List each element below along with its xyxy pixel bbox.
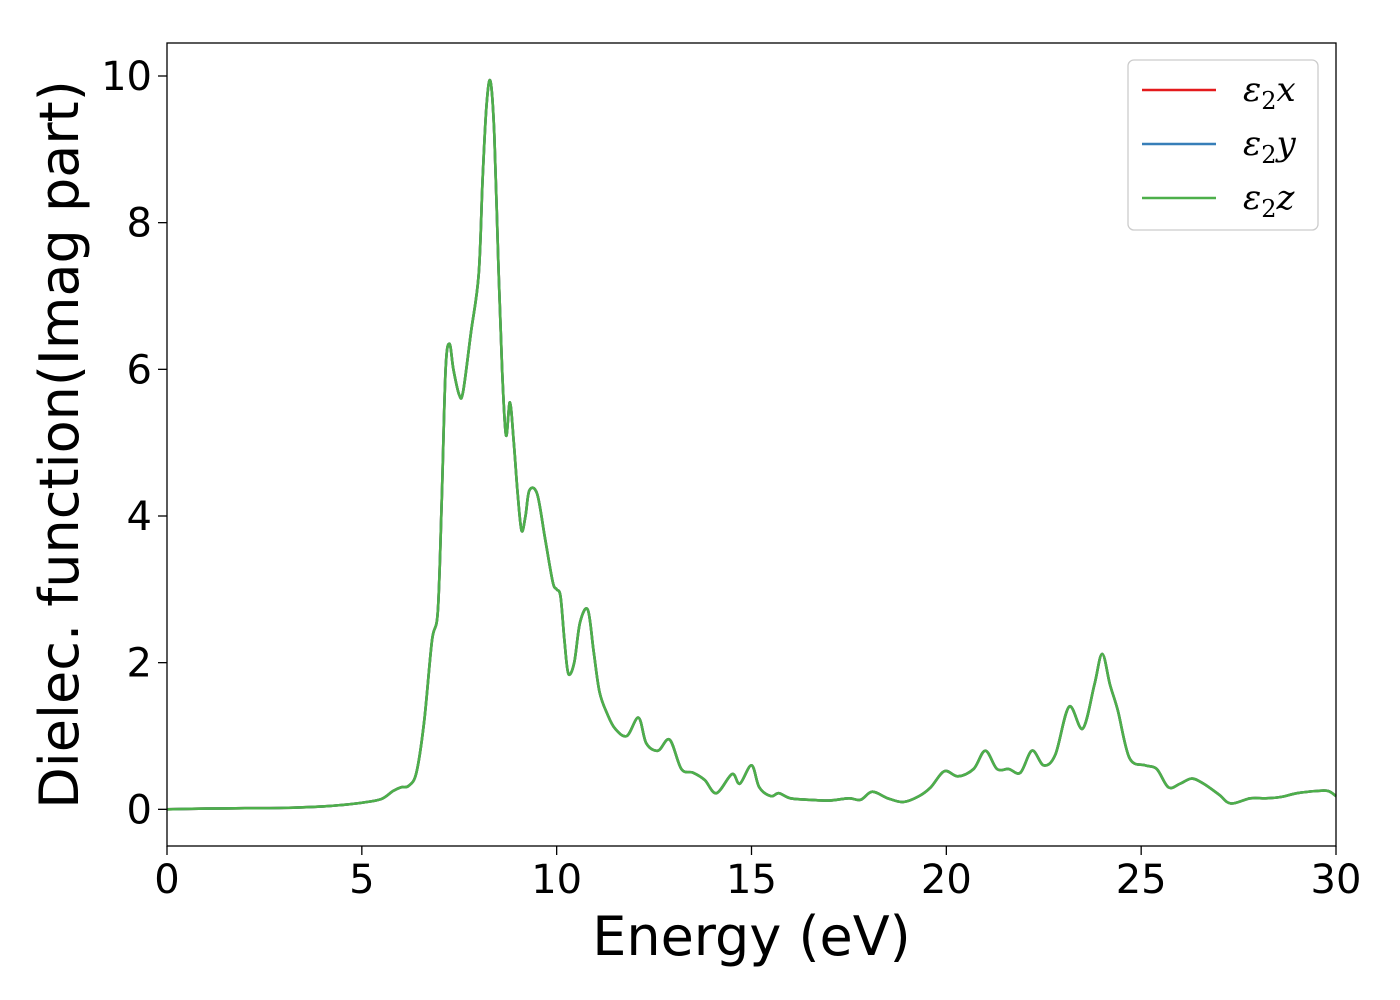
legend-label-x: ε2x bbox=[1243, 70, 1296, 115]
legend-label-y: ε2y bbox=[1243, 124, 1297, 169]
y-tick-label: 8 bbox=[127, 201, 152, 247]
x-axis-title: Energy (eV) bbox=[592, 905, 911, 968]
y-tick-label: 10 bbox=[101, 54, 152, 100]
y-tick-label: 0 bbox=[127, 787, 152, 833]
x-tick-label: 0 bbox=[154, 857, 179, 903]
series-line-z bbox=[166, 78, 1337, 811]
x-tick-label: 10 bbox=[531, 857, 582, 903]
y-tick-label: 4 bbox=[127, 494, 152, 540]
y-axis-title: Dielec. function(Imag part) bbox=[28, 80, 91, 809]
x-tick-label: 30 bbox=[1311, 857, 1362, 903]
y-axis-ticks: 0 2 4 6 8 10 bbox=[101, 54, 167, 833]
legend: ε2x ε2y ε2z bbox=[1127, 59, 1319, 231]
series-layer bbox=[166, 78, 1337, 811]
x-tick-label: 20 bbox=[921, 857, 972, 903]
legend-frame bbox=[1127, 59, 1319, 231]
y-tick-label: 6 bbox=[127, 347, 152, 393]
x-tick-label: 15 bbox=[726, 857, 777, 903]
x-axis-ticks: 0 5 10 15 20 25 30 bbox=[154, 846, 1361, 903]
x-tick-label: 5 bbox=[349, 857, 374, 903]
y-tick-label: 2 bbox=[127, 641, 152, 687]
x-tick-label: 25 bbox=[1116, 857, 1167, 903]
legend-entries: ε2x ε2y ε2z bbox=[1142, 70, 1297, 223]
legend-label-z: ε2z bbox=[1243, 178, 1296, 223]
